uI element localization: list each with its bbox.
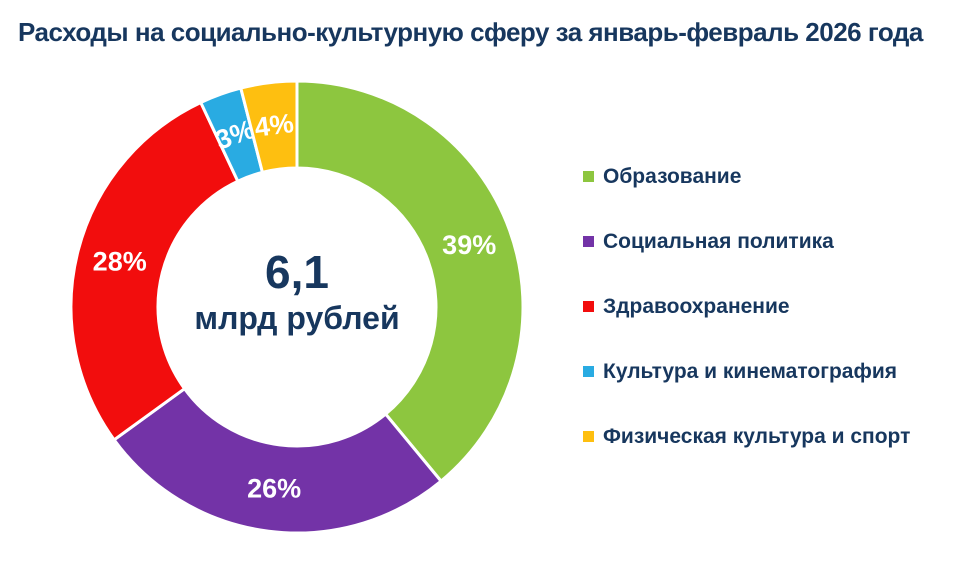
- legend-label-3: Культура и кинематография: [603, 359, 897, 383]
- slice-data-label-1: 26%: [247, 474, 301, 504]
- legend-swatch-4: [583, 431, 594, 442]
- legend-label-4: Физическая культура и спорт: [603, 424, 911, 448]
- legend-item-3: Культура и кинематография: [583, 339, 910, 404]
- legend-item-4: Физическая культура и спорт: [583, 404, 910, 469]
- pie-slice-0: [295, 79, 525, 483]
- legend-swatch-0: [583, 171, 594, 182]
- legend-label-0: Образование: [603, 164, 742, 188]
- legend-swatch-3: [583, 366, 594, 377]
- pie-slice-2: [69, 101, 240, 442]
- donut-svg: 39%26%28%3%4%: [69, 79, 525, 535]
- pie-slice-1: [112, 387, 443, 535]
- legend-item-0: Образование: [583, 144, 910, 209]
- legend-item-2: Здравоохранение: [583, 274, 910, 339]
- donut-chart: 39% 26% 28% 3% 4% 6,1 млрд рублей: [37, 47, 557, 567]
- legend-swatch-1: [583, 236, 594, 247]
- slice-data-label-2: 28%: [93, 247, 147, 277]
- slice-data-label-4: 4%: [253, 108, 295, 143]
- legend: Образование Социальная политика Здравоохра…: [583, 144, 910, 469]
- legend-item-1: Социальная политика: [583, 209, 910, 274]
- legend-swatch-2: [583, 301, 594, 312]
- legend-label-2: Здравоохранение: [603, 294, 790, 318]
- legend-label-1: Социальная политика: [603, 229, 834, 253]
- pie-slice-4: [239, 79, 299, 174]
- chart-title: Расходы на социально-культурную сферу за…: [18, 17, 923, 47]
- slice-data-label-0: 39%: [442, 230, 496, 260]
